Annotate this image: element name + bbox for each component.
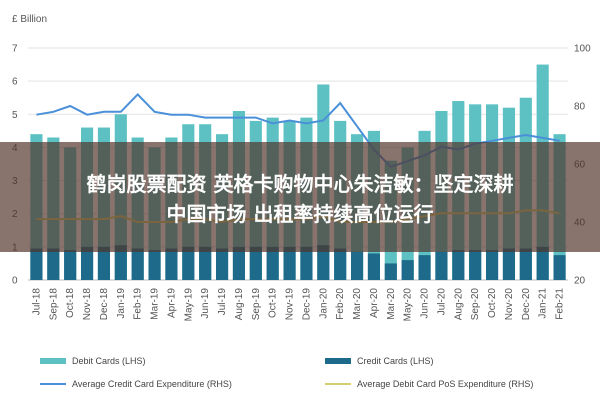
y-left-tick-label: 5 (12, 110, 18, 121)
credit-bar (469, 250, 482, 280)
credit-bar (519, 248, 532, 280)
credit-bar (334, 248, 347, 280)
x-tick-label: Sep-18 (48, 288, 59, 321)
x-tick-label: Feb-21 (555, 288, 566, 320)
credit-bar (97, 246, 111, 280)
x-tick-label: Jan-19 (116, 288, 127, 319)
credit-bar (249, 246, 262, 280)
x-tick-label: Jun-19 (200, 288, 211, 319)
x-axis: Jul-18 Sep-18 Oct-18 Nov-18 Dec-18 Jan-19 Feb-… (31, 288, 565, 322)
credit-bar (47, 248, 60, 280)
x-tick-label: Nov-19 (285, 288, 296, 321)
credit-bar (452, 250, 465, 280)
credit-bar (232, 246, 246, 280)
x-tick-label: Dec-18 (99, 288, 110, 321)
credit-bar (114, 245, 127, 280)
x-tick-label: Sep-20 (470, 288, 481, 321)
credit-bar (536, 246, 549, 280)
legend-label: Average Credit Card Expenditure (RHS) (72, 379, 232, 389)
y-right-tick-label: 100 (574, 44, 591, 55)
banner-line-1: 鹤岗股票配资 英格卡购物中心朱洁敏：坚定深耕 (86, 172, 514, 196)
x-tick-label: Mar-19 (150, 288, 161, 320)
legend-label: Credit Cards (LHS) (357, 356, 434, 366)
credit-bar (182, 246, 195, 280)
credit-bar (367, 253, 381, 280)
legend-swatch (40, 358, 66, 364)
x-tick-label: May-20 (403, 288, 414, 322)
x-tick-label: Oct-20 (487, 288, 498, 318)
credit-bar (80, 246, 94, 280)
x-tick-label: Dec-19 (301, 288, 312, 321)
x-tick-label: Mar-20 (386, 288, 397, 320)
credit-bar (199, 246, 212, 280)
x-tick-label: Jan-20 (318, 288, 329, 319)
credit-bar (418, 255, 431, 280)
credit-bar (148, 250, 161, 280)
y-left-tick-label: 6 (12, 77, 18, 88)
x-tick-label: Dec-20 (521, 288, 532, 321)
credit-bar (64, 250, 77, 280)
legend-label: Debit Cards (LHS) (72, 356, 146, 366)
x-tick-label: Feb-20 (335, 288, 346, 320)
x-tick-label: Apr-19 (166, 288, 177, 318)
legend-label: Average Debit Card PoS Expenditure (RHS) (357, 379, 533, 389)
y-left-tick-label: 0 (12, 276, 18, 287)
credit-bar (300, 246, 313, 280)
credit-bar (131, 248, 144, 280)
credit-bar (30, 248, 43, 280)
x-tick-label: Jan-21 (538, 288, 549, 319)
credit-bar (266, 246, 279, 280)
credit-bar (165, 248, 178, 280)
x-tick-label: Jul-20 (436, 288, 447, 316)
x-tick-label: May-19 (183, 288, 194, 322)
credit-bar (317, 245, 330, 280)
x-tick-label: Aug-19 (234, 288, 245, 321)
credit-bar (553, 255, 566, 280)
banner-line-2: 中国市场 出租率持续高位运行 (166, 202, 434, 226)
credit-bar (384, 263, 397, 280)
y-right-tick-label: 20 (574, 276, 586, 287)
x-tick-label: Sep-19 (251, 288, 262, 321)
credit-bar (215, 248, 229, 280)
credit-bar (485, 250, 499, 280)
x-tick-label: Jul-19 (217, 288, 228, 316)
credit-bar (502, 248, 516, 280)
credit-bar (350, 251, 364, 280)
x-tick-label: Nov-20 (504, 288, 515, 321)
x-tick-label: Jun-20 (420, 288, 431, 319)
x-tick-label: Nov-18 (82, 288, 93, 321)
x-tick-label: Oct-18 (65, 288, 76, 318)
watermark-banner: 鹤岗股票配资 英格卡购物中心朱洁敏：坚定深耕 中国市场 出租率持续高位运行 (0, 142, 600, 252)
y-left-unit: £ Billion (12, 14, 47, 25)
x-tick-label: Mar-20 (352, 288, 363, 320)
y-right-tick-label: 80 (574, 102, 586, 113)
y-left-tick-label: 7 (12, 44, 18, 55)
credit-bar (401, 260, 414, 280)
legend: Debit Cards (LHS) Credit Cards (LHS) Avera… (40, 356, 533, 389)
credit-bar (435, 251, 448, 280)
x-tick-label: Jul-18 (31, 288, 42, 316)
x-tick-label: Aug-20 (453, 288, 464, 321)
x-tick-label: Apr-20 (369, 288, 380, 318)
x-tick-label: Oct-19 (268, 288, 279, 318)
legend-swatch (325, 358, 351, 364)
credit-bar (283, 246, 296, 280)
x-tick-label: Feb-19 (133, 288, 144, 320)
